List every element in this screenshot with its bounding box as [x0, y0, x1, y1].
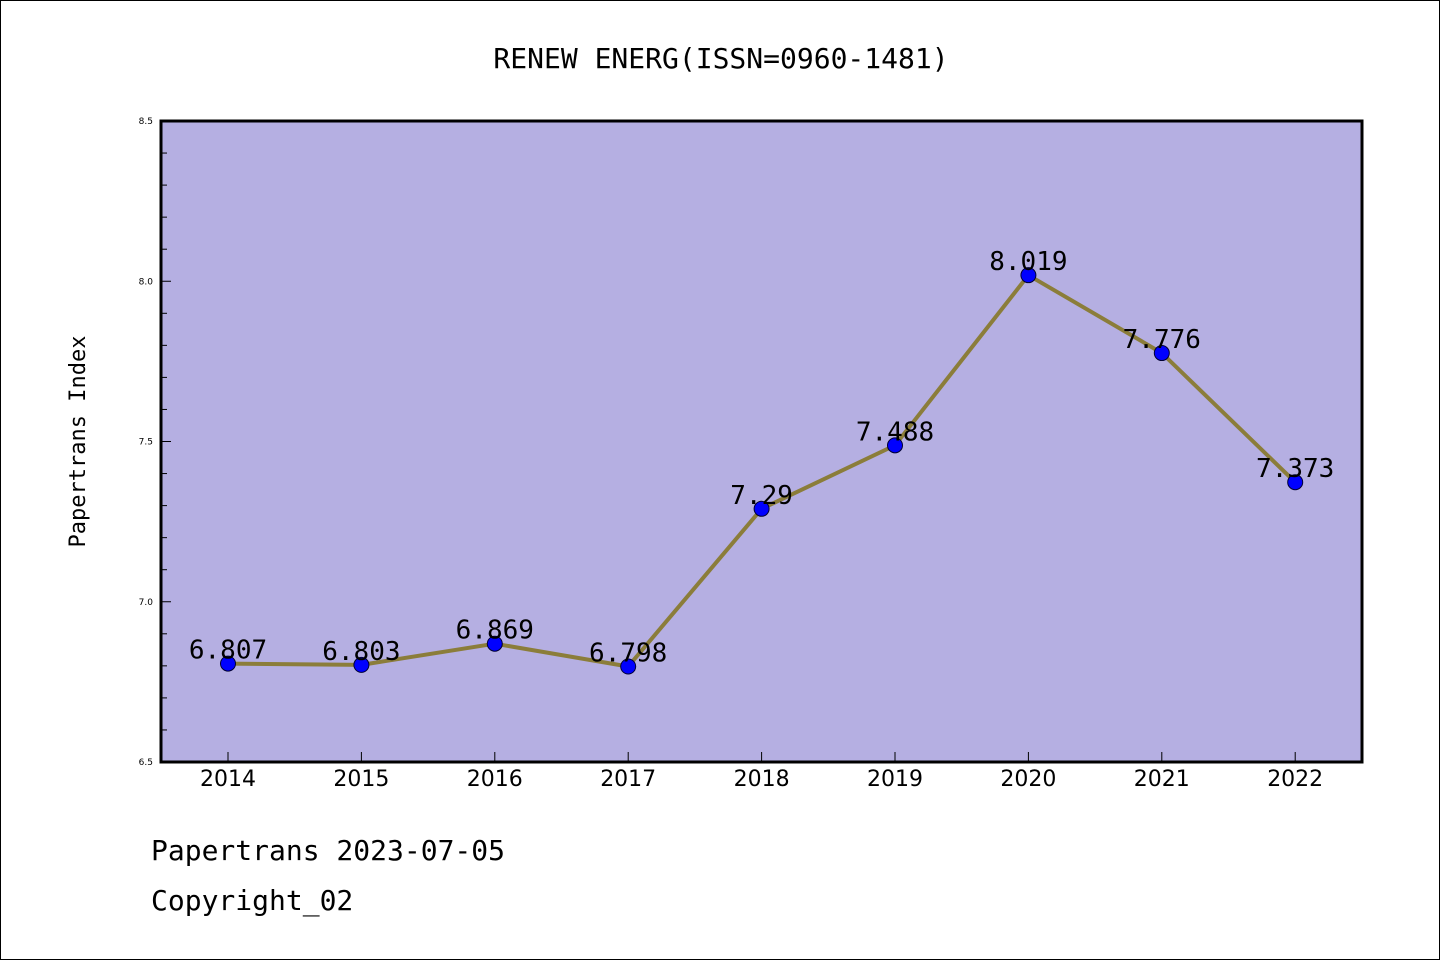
- y-axis-label: Papertrans Index: [66, 336, 91, 548]
- data-point: [620, 658, 637, 675]
- data-point: [753, 500, 770, 517]
- x-tick-label: 2022: [1267, 767, 1323, 792]
- data-point: [486, 635, 503, 652]
- x-tick-label: 2015: [333, 767, 389, 792]
- data-label: 7.29: [730, 481, 793, 511]
- data-point: [220, 655, 236, 672]
- series: 6.807 6.803 6.869 6.798 7.29 7.488 8.019 7.776 7…: [189, 247, 1334, 675]
- y-tick-label: 7.5: [139, 438, 153, 448]
- data-label: 7.488: [856, 417, 934, 447]
- y-tick-label: 6.5: [139, 758, 153, 768]
- y-tick-label: 7.0: [139, 598, 154, 608]
- data-point: [1153, 345, 1170, 362]
- x-tick-label: 2016: [467, 767, 523, 792]
- y-axis: 6.5 7.0 7.5 8.0 8.5: [139, 117, 171, 768]
- data-label: 8.019: [989, 247, 1067, 277]
- data-label: 6.807: [189, 636, 267, 666]
- plot-area: [159, 119, 1364, 764]
- data-label: 7.373: [1256, 454, 1334, 484]
- data-point: [1020, 267, 1037, 284]
- data-label: 6.803: [322, 637, 400, 667]
- x-tick-label: 2017: [600, 767, 656, 792]
- x-tick-label: 2021: [1134, 767, 1190, 792]
- y-tick-label: 8.5: [139, 117, 153, 127]
- data-label: 6.869: [456, 616, 534, 646]
- footer-date: Papertrans 2023-07-05: [151, 834, 506, 867]
- x-tick-label: 2020: [1000, 767, 1056, 792]
- data-point: [887, 437, 903, 454]
- data-label: 7.776: [1123, 325, 1201, 355]
- x-axis: 2014 2015 2016 2017 2018 2019 2020 2021 2022: [200, 752, 1323, 792]
- x-tick-label: 2018: [734, 767, 790, 792]
- data-label: 6.798: [589, 638, 667, 668]
- data-point: [353, 656, 370, 673]
- x-tick-label: 2019: [867, 767, 923, 792]
- chart-title: RENEW ENERG(ISSN=0960-1481): [493, 42, 948, 75]
- footer-copyright: Copyright_02: [151, 884, 354, 917]
- x-tick-label: 2014: [200, 767, 256, 792]
- data-point: [1287, 474, 1304, 491]
- y-tick-label: 8.0: [139, 277, 154, 287]
